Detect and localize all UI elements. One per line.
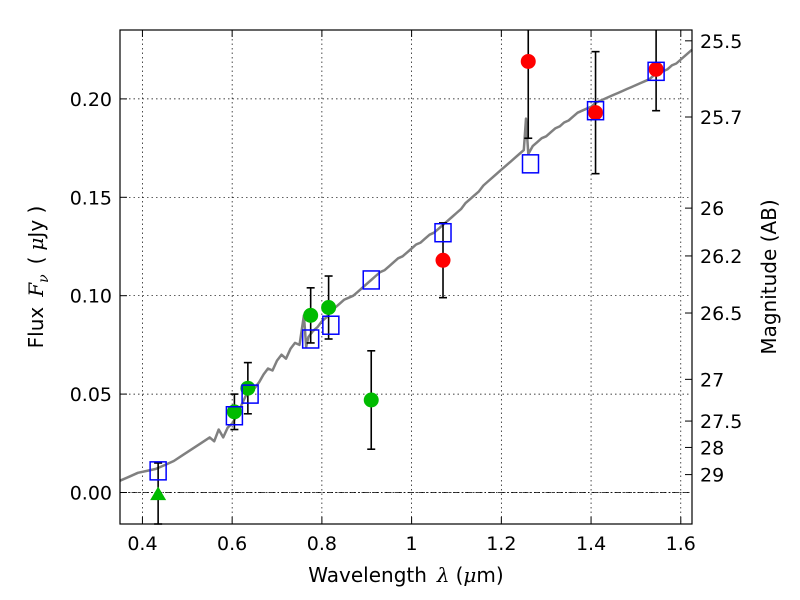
x-tick-label: 0.8: [307, 533, 337, 555]
template-spectrum: [119, 48, 693, 482]
y-tick-label: 0.20: [70, 89, 112, 111]
data-point: [648, 61, 664, 77]
model-point: [586, 100, 605, 121]
model-point: [301, 329, 320, 349]
x-tick-label: 0.4: [127, 533, 157, 555]
model-point: [149, 461, 167, 481]
x-tick-label: 1.2: [486, 533, 516, 555]
x-tick-label: 1.6: [666, 533, 696, 555]
axis-ticks: 0.4 0.6 0.8 1 1.2 1.4 1.6 0.00 0.05 0.10 0.15 0.20 2…: [70, 30, 742, 555]
y-tick-label: 0.10: [70, 286, 112, 308]
x-axis-label: Wavelength λ (μm): [308, 563, 503, 587]
y-tick-label: 0.00: [70, 483, 112, 505]
x-tick-label: 1: [406, 533, 418, 555]
grid: [120, 30, 692, 524]
model-point: [647, 61, 665, 82]
data-point: [520, 53, 536, 69]
spectrum-line: [119, 48, 693, 482]
y-tick-label: 0.15: [70, 187, 112, 209]
model-point: [322, 315, 340, 335]
model-point: [362, 270, 380, 290]
data-point: [588, 105, 604, 121]
x-tick-label: 0.6: [217, 533, 247, 555]
error-bars: [154, 30, 661, 525]
magnitude-tick-label: 29: [700, 465, 724, 487]
magnitude-tick-label: 27.5: [700, 411, 742, 433]
data-point: [150, 486, 167, 501]
magnitude-tick-label: 25.5: [700, 31, 742, 53]
model-point: [225, 406, 244, 426]
magnitude-tick-label: 25.7: [700, 107, 742, 129]
data-point: [435, 252, 451, 268]
data-point: [321, 300, 337, 316]
y-tick-label: 0.05: [70, 384, 112, 406]
model-point: [521, 154, 540, 174]
data-point: [303, 307, 319, 323]
magnitude-tick-label: 26: [700, 198, 724, 220]
data-markers: [149, 53, 665, 501]
y-axis-label: FluxFν(μJy ): [24, 206, 52, 349]
magnitude-axis-label: Magnitude (AB): [757, 199, 781, 354]
magnitude-tick-label: 26.2: [700, 246, 742, 268]
plot-frame: [119, 29, 693, 525]
model-point: [241, 384, 259, 404]
magnitude-tick-label: 28: [700, 437, 724, 459]
magnitude-tick-label: 27: [700, 369, 724, 391]
x-tick-label: 1.4: [576, 533, 606, 555]
data-point: [226, 404, 242, 420]
model-point: [434, 222, 452, 243]
magnitude-tick-label: 26.5: [700, 303, 742, 325]
data-point: [363, 392, 379, 408]
